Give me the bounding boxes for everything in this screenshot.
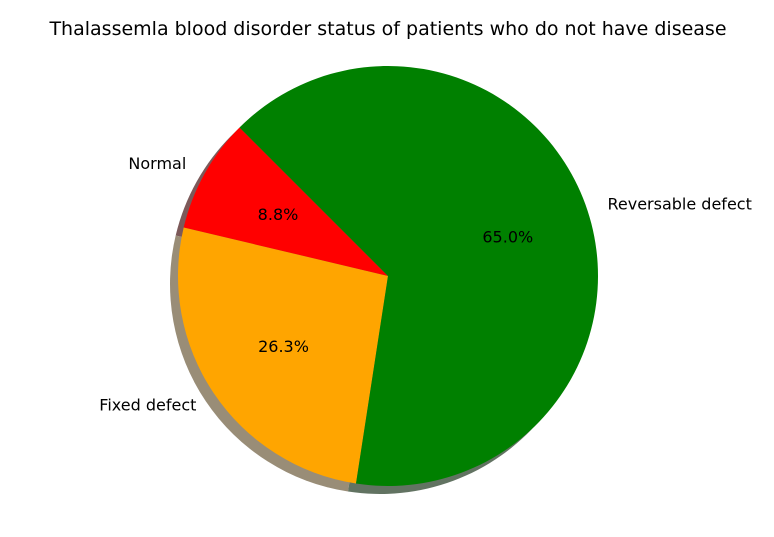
- pie-slices: [178, 66, 599, 487]
- pct-label-reversable-defect: 65.0%: [482, 227, 533, 246]
- label-fixed-defect: Fixed defect: [99, 396, 196, 415]
- pie-labels: Normal 8.8% Fixed defect 26.3% Reversable de…: [99, 154, 752, 415]
- pct-label-normal: 8.8%: [258, 205, 299, 224]
- slice-reversable-defect: [239, 66, 599, 487]
- label-reversable-defect: Reversable defect: [608, 195, 752, 214]
- slice-normal: [183, 127, 388, 276]
- pct-label-fixed-defect: 26.3%: [258, 337, 309, 356]
- label-normal: Normal: [128, 154, 186, 173]
- slice-fixed-defect: [178, 227, 388, 484]
- chart-title: Thalassemla blood disorder status of pat…: [48, 18, 726, 40]
